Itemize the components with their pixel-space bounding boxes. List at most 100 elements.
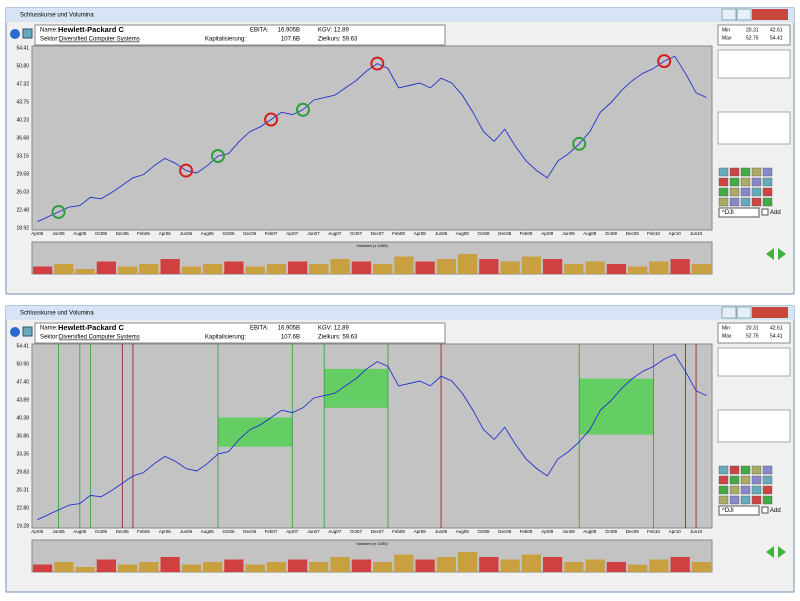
label: Kapitalisierung: [205, 335, 246, 341]
add-checkbox[interactable] [761, 506, 769, 514]
volume-bar [691, 562, 711, 572]
tool-button[interactable] [751, 475, 762, 485]
tool-button[interactable] [762, 475, 773, 485]
tool-button[interactable] [762, 465, 773, 475]
volume-bar [691, 264, 711, 274]
tool-button[interactable] [740, 475, 751, 485]
maximize-button[interactable] [736, 8, 752, 21]
tool-button[interactable] [751, 495, 762, 505]
tool-button[interactable] [718, 485, 729, 495]
info-icon[interactable] [10, 327, 20, 337]
x-tick-label: Dec09 [626, 529, 640, 534]
tool-button[interactable] [718, 465, 729, 475]
close-button[interactable] [752, 307, 788, 318]
tool-button[interactable] [762, 167, 773, 177]
tool-button[interactable] [718, 187, 729, 197]
info-icon[interactable] [10, 29, 20, 39]
x-tick-label: Oct07 [350, 231, 363, 236]
tool-button[interactable] [729, 177, 740, 187]
volume-label: Volumen (x 1000) [356, 243, 388, 248]
x-tick-label: Feb08 [392, 231, 405, 236]
x-tick-label: Jun09 [562, 231, 575, 236]
next-arrow[interactable] [778, 546, 786, 558]
volume-bar [330, 259, 350, 274]
volume-bar [351, 261, 371, 274]
volume-bar [288, 261, 308, 274]
sector-link[interactable]: Diversified Computer Systems [59, 37, 140, 43]
tool-button[interactable] [751, 485, 762, 495]
volume-bar [564, 264, 584, 274]
volume-bar [479, 259, 499, 274]
tool-button[interactable] [729, 475, 740, 485]
tool-button[interactable] [718, 177, 729, 187]
tool-button[interactable] [762, 495, 773, 505]
next-arrow[interactable] [778, 248, 786, 260]
prev-arrow[interactable] [766, 546, 774, 558]
tool-button[interactable] [751, 465, 762, 475]
minimize-button[interactable] [721, 8, 737, 21]
tool-button[interactable] [740, 177, 751, 187]
tool-button[interactable] [718, 495, 729, 505]
prev-arrow[interactable] [766, 248, 774, 260]
info-cell: 52.75 [746, 35, 759, 41]
x-tick-label: Oct08 [478, 529, 491, 534]
tool-button[interactable] [762, 197, 773, 207]
volume-bar [96, 261, 116, 274]
tool-button[interactable] [762, 177, 773, 187]
volume-bar [75, 567, 95, 572]
x-tick-label: Feb10 [647, 231, 660, 236]
tool-button[interactable] [729, 465, 740, 475]
signal-circle [51, 204, 66, 219]
x-tick-label: Dec06 [243, 231, 257, 236]
tool-button[interactable] [751, 187, 762, 197]
volume-bar [564, 562, 584, 572]
index-dropdown[interactable] [718, 505, 760, 516]
tool-button[interactable] [740, 465, 751, 475]
tool-button[interactable] [729, 485, 740, 495]
tool-button[interactable] [751, 197, 762, 207]
sector-link[interactable]: Diversified Computer Systems [59, 335, 140, 341]
tool-button[interactable] [740, 485, 751, 495]
tool-button[interactable] [729, 495, 740, 505]
tool-button[interactable] [729, 167, 740, 177]
tool-button[interactable] [740, 187, 751, 197]
x-tick-label: Feb08 [392, 529, 405, 534]
kap-value: 107.6B [281, 335, 300, 341]
tool-button[interactable] [762, 187, 773, 197]
kgv: KGV: 12.89 [318, 28, 349, 34]
add-checkbox[interactable] [761, 208, 769, 216]
close-button[interactable] [752, 9, 788, 20]
info-cell: 52.75 [746, 333, 759, 339]
header-box [34, 322, 446, 344]
minimize-button[interactable] [721, 306, 737, 319]
tool-button[interactable] [740, 197, 751, 207]
x-tick-label: Jun06 [180, 231, 193, 236]
tool-button[interactable] [729, 187, 740, 197]
settings-icon[interactable] [22, 28, 33, 39]
tool-button[interactable] [740, 495, 751, 505]
x-tick-label: Apr07 [286, 231, 299, 236]
index-dropdown[interactable] [718, 207, 760, 218]
x-tick-label: Dec06 [243, 529, 257, 534]
tool-button[interactable] [718, 475, 729, 485]
x-tick-label: Apr10 [669, 529, 682, 534]
tool-button[interactable] [718, 197, 729, 207]
tool-button[interactable] [751, 167, 762, 177]
info-cell: 20.31 [746, 325, 759, 331]
y-tick-label: 50.80 [16, 63, 29, 69]
tool-button[interactable] [762, 485, 773, 495]
tool-button[interactable] [718, 167, 729, 177]
tool-button[interactable] [729, 197, 740, 207]
index-value: ^DJI [722, 210, 734, 216]
volume-bar [33, 266, 53, 274]
tool-button[interactable] [740, 167, 751, 177]
maximize-button[interactable] [736, 306, 752, 319]
tool-button[interactable] [751, 177, 762, 187]
ebita-value: 16.905B [278, 326, 300, 332]
x-tick-label: Dec07 [371, 231, 385, 236]
y-tick-label: 33.15 [16, 153, 29, 159]
volume-bar [160, 259, 180, 274]
settings-icon[interactable] [22, 326, 33, 337]
ziel: Zielkurs: 59.63 [318, 37, 358, 43]
volume-bar [245, 266, 265, 274]
